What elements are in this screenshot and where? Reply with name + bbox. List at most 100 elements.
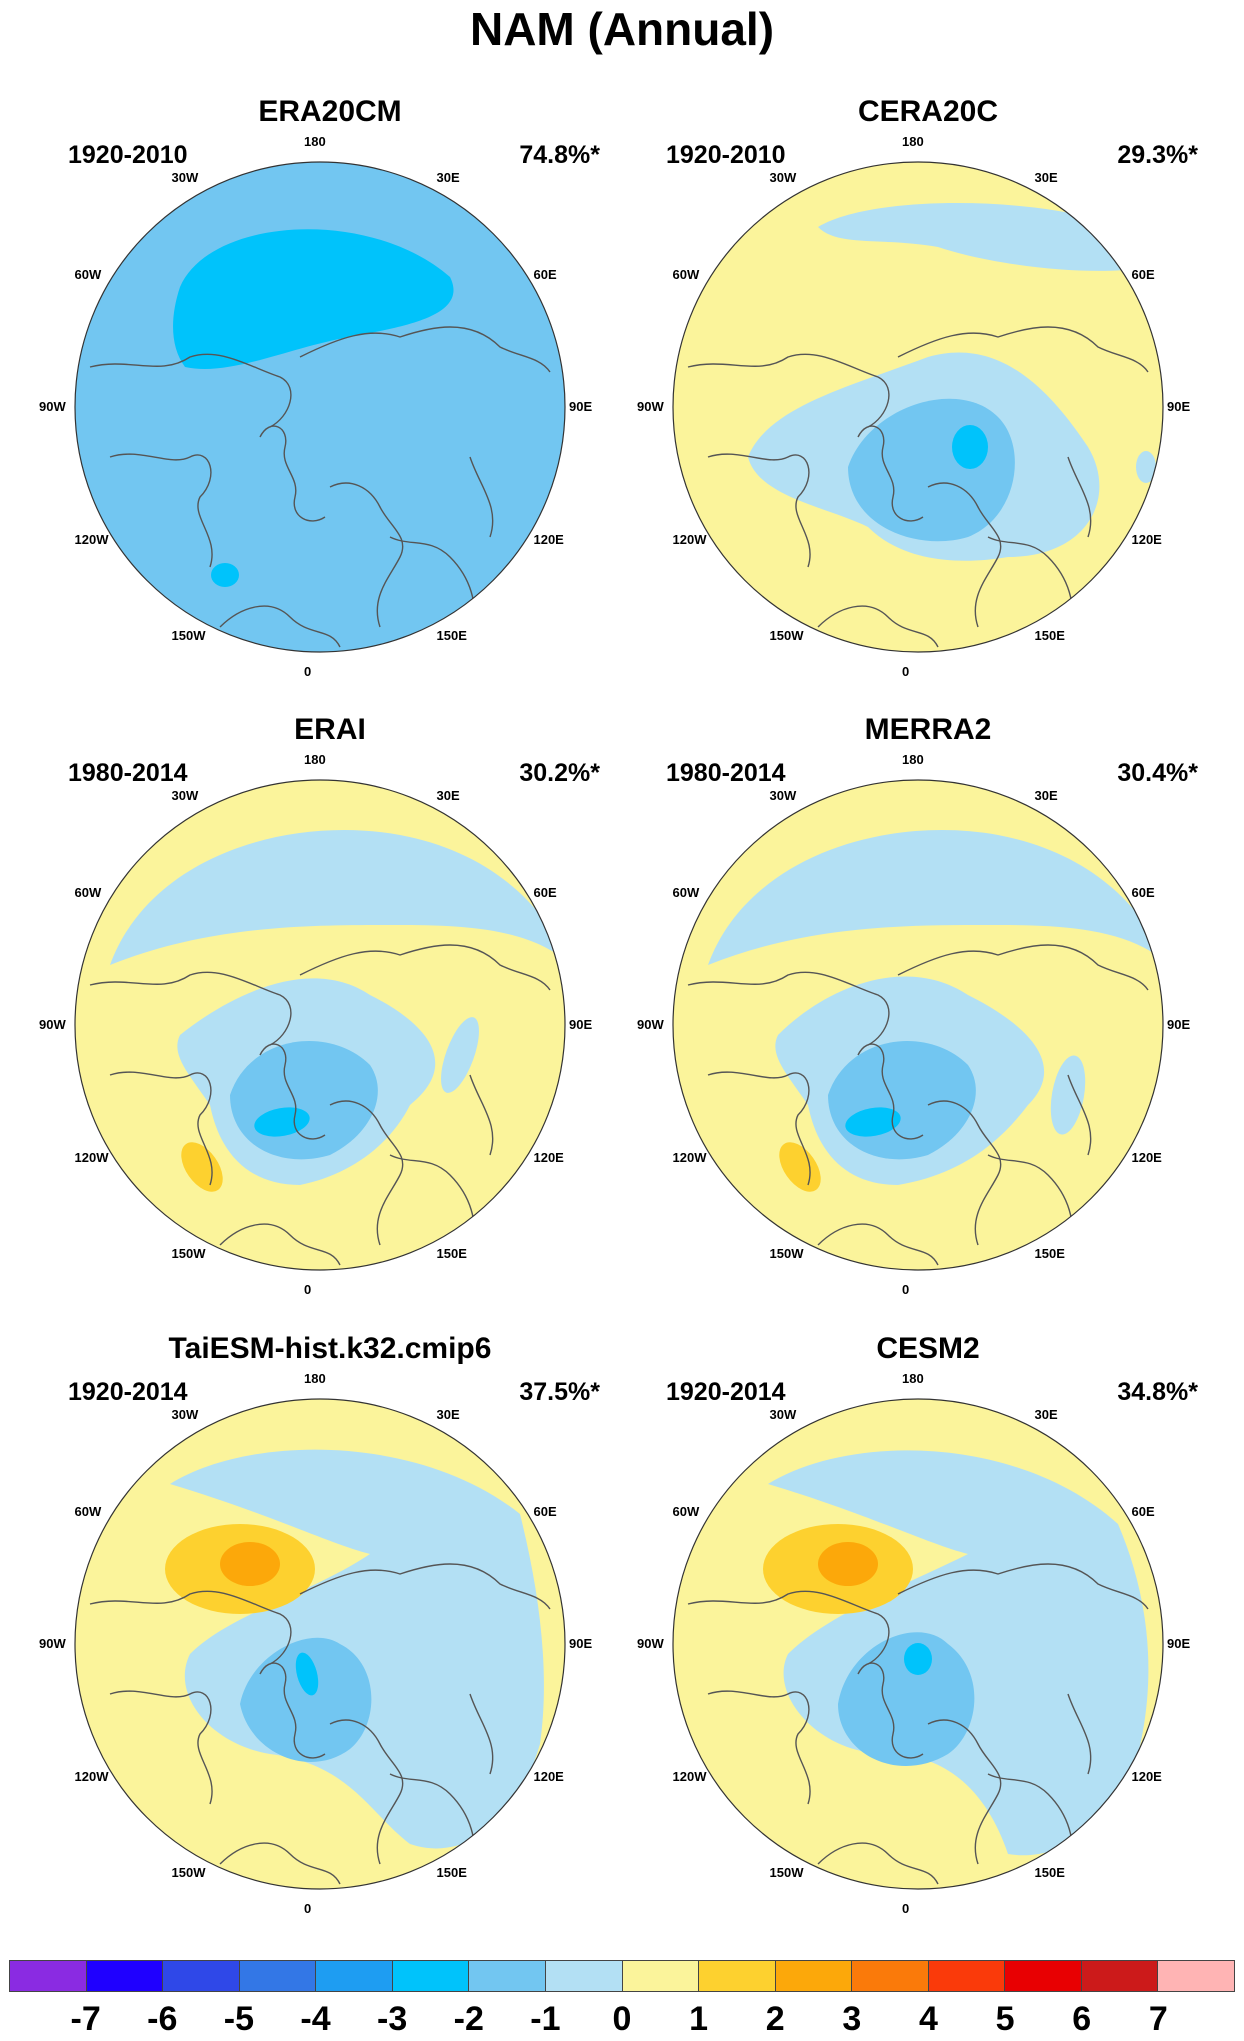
longitude-label: 60E bbox=[1131, 1503, 1155, 1519]
colorbar-swatch bbox=[852, 1961, 929, 1991]
longitude-label: 30W bbox=[171, 169, 199, 185]
longitude-label: 150E bbox=[436, 628, 467, 644]
longitude-label: 30E bbox=[436, 169, 460, 185]
longitude-label: 150E bbox=[436, 1246, 467, 1262]
panel-variance: 30.4%* bbox=[1117, 759, 1198, 787]
colorbar-swatch bbox=[163, 1961, 240, 1991]
colorbar-tick-label: 6 bbox=[1072, 2000, 1092, 2038]
longitude-label: 180 bbox=[304, 1371, 326, 1386]
map-panel-merra2: MERRA2 1980-2014 30.4%* 180 150W 150E 120W 120E… bbox=[628, 713, 1228, 1313]
polar-map bbox=[74, 1398, 566, 1890]
colorbar-tick-label: 0 bbox=[612, 2000, 632, 2038]
panel-title: ERAI bbox=[294, 713, 366, 746]
longitude-label: 30W bbox=[769, 1406, 797, 1422]
panel-variance: 30.2%* bbox=[519, 759, 600, 787]
longitude-label: 150W bbox=[171, 1246, 206, 1262]
colorbar-swatch bbox=[1005, 1961, 1082, 1991]
longitude-label: 30W bbox=[769, 169, 797, 185]
longitude-label: 60W bbox=[672, 266, 700, 282]
longitude-label: 180 bbox=[304, 134, 326, 149]
colorbar-tick-label: 3 bbox=[842, 2000, 862, 2038]
longitude-label: 150E bbox=[1034, 1865, 1065, 1881]
longitude-label: 30E bbox=[1034, 169, 1058, 185]
polar-map bbox=[74, 161, 566, 653]
panel-variance: 29.3%* bbox=[1117, 141, 1198, 169]
longitude-label: 30W bbox=[769, 787, 797, 803]
colorbar-swatch bbox=[928, 1961, 1006, 1991]
panel-variance: 34.8%* bbox=[1117, 1378, 1198, 1406]
longitude-label: 90E bbox=[569, 399, 593, 414]
map-panel-erai: ERAI 1980-2014 30.2%* 180 150W 150E 120W 120E 90… bbox=[30, 713, 630, 1313]
longitude-label: 120W bbox=[672, 1149, 707, 1165]
longitude-label: 0 bbox=[902, 1282, 910, 1297]
colorbar-tick-label: 7 bbox=[1148, 2000, 1168, 2038]
longitude-label: 90E bbox=[569, 1017, 593, 1032]
main-title: NAM (Annual) bbox=[469, 3, 775, 55]
longitude-label: 150W bbox=[171, 628, 206, 644]
map-panel-era20cm: ERA20CM 1920-2010 74.8%* 180 150W 150E 120W 120… bbox=[30, 95, 630, 695]
colorbar-swatch bbox=[86, 1961, 164, 1991]
longitude-label: 90E bbox=[1167, 1017, 1191, 1032]
longitude-label: 60W bbox=[74, 1503, 102, 1519]
panel-title: CERA20C bbox=[857, 95, 999, 128]
longitude-label: 90E bbox=[569, 1636, 593, 1651]
polar-map bbox=[672, 779, 1164, 1271]
longitude-label: 180 bbox=[304, 752, 326, 767]
longitude-label: 90W bbox=[637, 1017, 664, 1032]
longitude-label: 90E bbox=[1167, 399, 1191, 414]
longitude-label: 60E bbox=[533, 884, 557, 900]
panel-period: 1920-2014 bbox=[68, 1378, 188, 1406]
colorbar-swatch bbox=[1081, 1961, 1159, 1991]
polar-map bbox=[74, 779, 566, 1271]
colorbar-tick-label: 1 bbox=[689, 2000, 709, 2038]
longitude-label: 120W bbox=[672, 531, 707, 547]
map-panel-cesm2: CESM2 1920-2014 34.8%* 180 150W 150E 120W 120E 9… bbox=[628, 1332, 1228, 1932]
longitude-label: 0 bbox=[304, 1282, 312, 1297]
longitude-label: 60W bbox=[672, 884, 700, 900]
polar-map bbox=[672, 1398, 1164, 1890]
longitude-label: 60E bbox=[1131, 266, 1155, 282]
colorbar-tick-label: -3 bbox=[377, 2000, 408, 2038]
longitude-label: 0 bbox=[902, 664, 910, 679]
longitude-label: 120E bbox=[533, 1149, 564, 1165]
panel-period: 1920-2010 bbox=[68, 141, 188, 169]
colorbar-swatch bbox=[316, 1961, 393, 1991]
longitude-label: 150E bbox=[436, 1865, 467, 1881]
colorbar-tick-label: -5 bbox=[223, 2000, 254, 2038]
colorbar-tick-label: -2 bbox=[453, 2000, 484, 2038]
panel-period: 1920-2014 bbox=[666, 1378, 786, 1406]
longitude-label: 30E bbox=[1034, 787, 1058, 803]
panel-variance: 74.8%* bbox=[519, 141, 600, 169]
longitude-label: 150E bbox=[1034, 628, 1065, 644]
longitude-label: 150W bbox=[769, 628, 804, 644]
panel-title: ERA20CM bbox=[258, 95, 402, 128]
longitude-label: 60E bbox=[533, 1503, 557, 1519]
colorbar-swatch bbox=[469, 1961, 546, 1991]
colorbar-tick-label: -6 bbox=[147, 2000, 178, 2038]
colorbar-tick-label: -1 bbox=[530, 2000, 561, 2038]
longitude-label: 60E bbox=[1131, 884, 1155, 900]
longitude-label: 30E bbox=[436, 787, 460, 803]
longitude-label: 60E bbox=[533, 266, 557, 282]
longitude-label: 150W bbox=[171, 1865, 206, 1881]
longitude-label: 120E bbox=[1131, 531, 1162, 547]
colorbar-swatch bbox=[775, 1961, 853, 1991]
longitude-label: 120W bbox=[74, 1149, 109, 1165]
colorbar bbox=[9, 1960, 1235, 1992]
longitude-label: 90W bbox=[39, 1636, 66, 1651]
colorbar-tick-label: -4 bbox=[300, 2000, 331, 2038]
longitude-label: 180 bbox=[902, 134, 924, 149]
colorbar-tick-label: -7 bbox=[70, 2000, 101, 2038]
longitude-label: 30E bbox=[1034, 1406, 1058, 1422]
colorbar-tick-label: 4 bbox=[919, 2000, 938, 2038]
colorbar-swatch bbox=[1158, 1961, 1234, 1991]
longitude-label: 120E bbox=[533, 1768, 564, 1784]
polar-map bbox=[672, 161, 1164, 653]
longitude-label: 60W bbox=[74, 884, 102, 900]
panel-period: 1980-2014 bbox=[68, 759, 188, 787]
longitude-label: 0 bbox=[304, 664, 312, 679]
longitude-label: 90E bbox=[1167, 1636, 1191, 1651]
longitude-label: 150W bbox=[769, 1246, 804, 1262]
panel-period: 1980-2014 bbox=[666, 759, 786, 787]
longitude-label: 150E bbox=[1034, 1246, 1065, 1262]
